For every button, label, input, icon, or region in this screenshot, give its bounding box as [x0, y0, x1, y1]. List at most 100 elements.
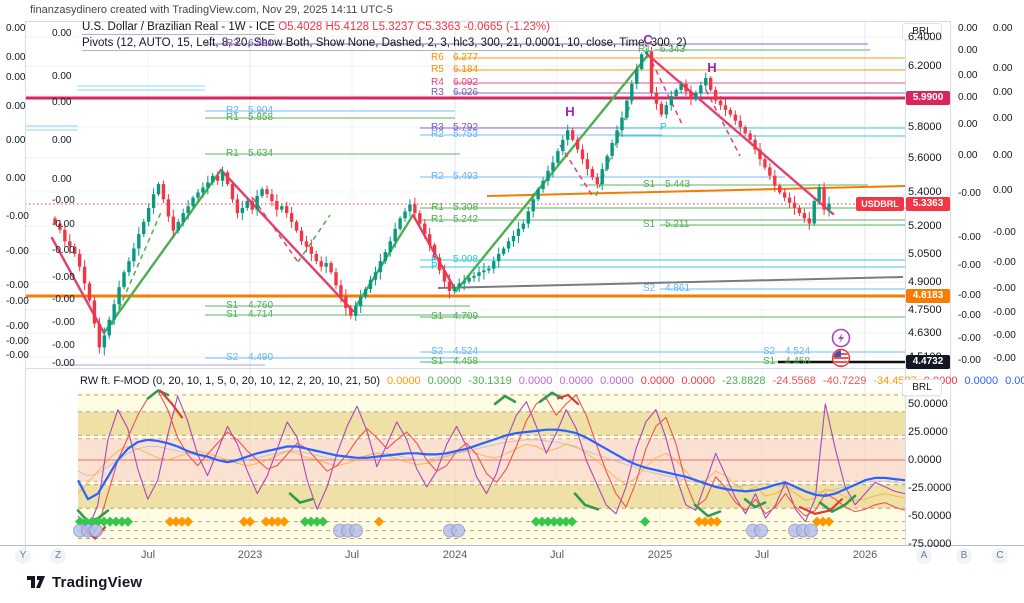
scale-value-label: 0.00	[6, 101, 26, 112]
scale-value-label: 0.00	[52, 71, 72, 82]
time-tick: Jul	[754, 549, 770, 561]
pivot-value: 4.709	[453, 311, 479, 322]
price-scale-border	[905, 21, 906, 545]
indicator-value: 0.0000	[427, 375, 462, 387]
price-badge: 5.9900	[906, 91, 950, 105]
pivot-label: S1	[431, 311, 444, 322]
pivot-label: S2	[643, 283, 656, 294]
symbol-legend-row[interactable]: U.S. Dollar / Brazilian Real - 1W - ICE …	[82, 21, 550, 35]
time-tick: 2024	[442, 549, 468, 561]
pivot-label: S2	[431, 346, 444, 357]
time-range-button-a[interactable]: A	[916, 548, 932, 564]
pivot-value: 5.443	[665, 179, 691, 190]
pivot-value: 5.308	[453, 202, 479, 213]
time-tick: 2025	[647, 549, 673, 561]
price-tick: 5.4000	[908, 186, 942, 198]
time-tick: 2023	[237, 549, 263, 561]
indicator-name[interactable]: RW ft. F-MOD (0, 20, 10, 1, 5, 0, 20, 10…	[80, 375, 381, 387]
pivot-value: 5.904	[248, 105, 274, 116]
pivots-legend-row[interactable]: Pivots (12, AUTO, 15, Left, 8, 20, Show …	[82, 37, 687, 51]
panel-top-border	[25, 21, 950, 22]
osc-scale-currency-button[interactable]: BRL	[902, 379, 942, 396]
tradingview-logo[interactable]: TradingView	[26, 572, 142, 592]
time-tick: Jul	[140, 549, 156, 561]
pivot-value: 5.792	[453, 122, 479, 133]
ohlc-values: O5.4028 H5.4128 L5.3237 C5.3363 -0.0665 …	[278, 21, 550, 33]
pivots-settings-text[interactable]: Pivots (12, AUTO, 15, Left, 8, 20, Show …	[82, 37, 687, 51]
tradingview-logo-icon	[27, 576, 45, 588]
scale-value-label: -0.00	[958, 333, 981, 344]
price-tick: 5.6000	[908, 152, 942, 164]
scale-value-label: 0.00	[993, 23, 1013, 34]
pivot-label: P	[431, 261, 438, 272]
scale-value-label: -0.00	[958, 260, 981, 271]
scale-value-label: 0.00	[6, 23, 26, 34]
ohlc-token: L5.3237	[369, 21, 414, 33]
price-tick: 6.4000	[908, 31, 942, 43]
price-tick: 5.8000	[908, 121, 942, 133]
indicator-value: -24.5568	[772, 375, 816, 387]
scale-value-label: 0.00	[958, 23, 978, 34]
pivot-label: S1	[643, 219, 656, 230]
price-scale-currency-button[interactable]: BRL	[902, 23, 942, 40]
pivot-value: 4.714	[248, 309, 274, 320]
indicator-legend-row[interactable]: RW ft. F-MOD (0, 20, 10, 1, 5, 0, 20, 10…	[80, 371, 1024, 389]
osc-tick: 25.0000	[908, 425, 948, 438]
time-range-button-b[interactable]: B	[956, 548, 972, 564]
time-range-button-z[interactable]: Z	[50, 548, 66, 564]
scale-value-label: -0.00	[6, 321, 29, 332]
scale-value-label: -0.00	[6, 211, 29, 222]
panel-left-border	[25, 21, 26, 563]
scale-value-label: 0.00	[958, 119, 978, 130]
scale-value-label: 0.00	[993, 63, 1013, 74]
pivot-label: R1	[226, 148, 239, 159]
scale-value-label: -0.00	[52, 245, 75, 256]
scale-value-label: -0.00	[52, 317, 75, 328]
pivot-value: 6.277	[453, 52, 479, 63]
pivot-value: 6.092	[453, 77, 479, 88]
scale-value-label: -0.00	[993, 257, 1016, 268]
pivot-label: P	[660, 122, 667, 133]
scale-value-label: -0.00	[6, 336, 29, 347]
osc-tick: -75.0000	[908, 538, 952, 551]
scale-value-label: 0.00	[6, 135, 26, 146]
scale-value-label: 0.00	[958, 45, 978, 56]
pivot-label: R4	[431, 77, 444, 88]
ohlc-token: C5.3363	[413, 21, 461, 33]
scale-value-label: -0.00	[958, 188, 981, 199]
price-tick: 6.2000	[908, 60, 942, 72]
ohlc-token: -0.0665 (-1.23%)	[460, 21, 550, 33]
scale-value-label: -0.00	[52, 195, 75, 206]
pivot-label: S1	[431, 356, 444, 367]
osc-tick: 0.0000	[908, 454, 942, 466]
indicator-value: 0.0000	[681, 375, 716, 387]
price-badge: 4.4732	[906, 355, 950, 369]
scale-value-label: 0.00	[6, 173, 26, 184]
scale-value-label: 0.00	[52, 135, 72, 146]
time-tick: Jul	[549, 549, 565, 561]
pivot-value: 4.861	[665, 283, 691, 294]
indicator-value: -23.8828	[722, 375, 766, 387]
scale-value-label: 0.00	[958, 150, 978, 161]
scale-value-label: -0.00	[993, 307, 1016, 318]
scale-value-label: -0.00	[993, 227, 1016, 238]
symbol-title[interactable]: U.S. Dollar / Brazilian Real - 1W - ICE	[82, 21, 275, 35]
pivot-label: R3	[431, 87, 444, 98]
scale-value-label: 0.00	[6, 52, 26, 63]
pivot-value: 4.760	[248, 300, 274, 311]
pivot-label: R5	[431, 64, 444, 75]
time-range-button-c[interactable]: C	[992, 548, 1008, 564]
pivot-label: R6	[431, 52, 444, 63]
price-tick: 4.7500	[908, 304, 942, 316]
pivot-label: S2	[763, 346, 776, 357]
ohlc-token: O5.4028	[278, 21, 323, 33]
osc-tick: 50.0000	[908, 397, 948, 410]
indicator-value: 0.0000	[559, 375, 594, 387]
pivot-value: 4.458	[453, 356, 479, 367]
time-range-button-y[interactable]: Y	[15, 548, 31, 564]
scale-value-label: -0.00	[52, 358, 75, 369]
scale-value-label: 0.00	[52, 97, 72, 108]
pivot-value: 4.490	[248, 352, 274, 363]
scale-value-label: 0.00	[993, 185, 1013, 196]
